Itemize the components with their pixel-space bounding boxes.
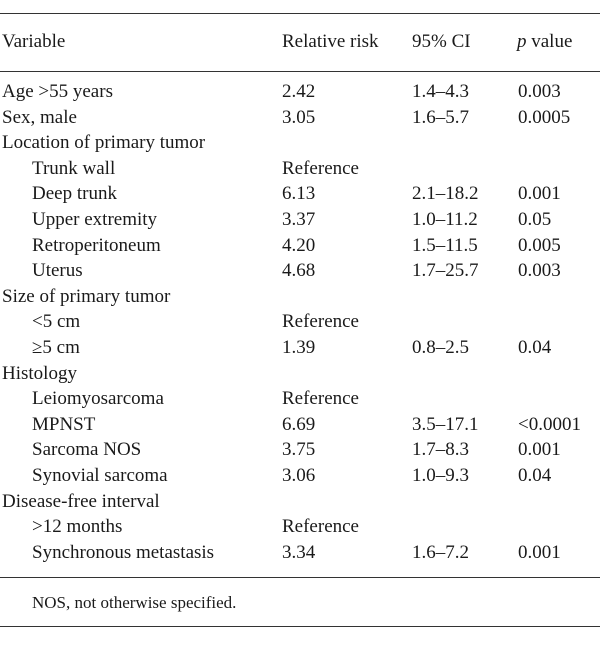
table-top-rule <box>0 13 600 14</box>
cell-ci: 1.6–7.2 <box>412 541 469 563</box>
cell-p-value: 0.003 <box>518 81 561 102</box>
cell-relative-risk: Reference <box>282 157 359 179</box>
cell-p-value: 0.001 <box>518 439 561 461</box>
table-row: >12 months Reference <box>0 514 600 540</box>
header-p-suffix: value <box>526 31 573 52</box>
table-row: Deep trunk 6.13 2.1–18.2 0.001 <box>0 181 600 207</box>
cell-relative-risk: 4.68 <box>282 260 316 282</box>
cell-variable: >12 months <box>32 516 123 538</box>
cell-ci: 1.6–5.7 <box>412 106 469 128</box>
table-row: Synovial sarcoma 3.06 1.0–9.3 0.04 <box>0 463 600 489</box>
header-relative-risk: Relative risk <box>282 31 379 52</box>
cell-variable: MPNST <box>32 413 96 435</box>
header-ci: 95% CI <box>412 31 471 52</box>
cell-p-value: 0.0005 <box>518 106 571 128</box>
header-p-italic: p <box>517 31 527 52</box>
table-header-rule <box>0 71 600 72</box>
cell-variable: Retroperitoneum <box>32 234 161 256</box>
cell-ci: 3.5–17.1 <box>412 413 479 435</box>
table-row: Histology <box>0 361 600 387</box>
cell-relative-risk: 2.42 <box>282 81 316 102</box>
cell-relative-risk: 3.75 <box>282 439 316 461</box>
table-row: Synchronous metastasis 3.34 1.6–7.2 0.001 <box>0 540 600 566</box>
cell-variable: Size of primary tumor <box>2 285 171 307</box>
cell-variable: Histology <box>2 362 77 384</box>
table-row: MPNST 6.69 3.5–17.1 <0.0001 <box>0 412 600 438</box>
cell-variable: Location of primary tumor <box>2 132 206 154</box>
table-header: Variable Relative risk 95% CI p value <box>0 29 600 55</box>
cell-variable: Upper extremity <box>32 208 158 230</box>
table-row: Size of primary tumor <box>0 284 600 310</box>
cell-relative-risk: 3.37 <box>282 208 316 230</box>
table-row: Trunk wall Reference <box>0 156 600 182</box>
table-row: ≥5 cm 1.39 0.8–2.5 0.04 <box>0 335 600 361</box>
cell-ci: 0.8–2.5 <box>412 336 469 358</box>
table-row: Age >55 years 2.42 1.4–4.3 0.003 <box>0 79 600 105</box>
cell-p-value: 0.05 <box>518 208 552 230</box>
cell-relative-risk: 3.06 <box>282 464 316 486</box>
table-row: Upper extremity 3.37 1.0–11.2 0.05 <box>0 207 600 233</box>
table-row: Leiomyosarcoma Reference <box>0 386 600 412</box>
cell-p-value: 0.04 <box>518 336 552 358</box>
cell-variable: Synovial sarcoma <box>32 464 168 486</box>
cell-variable: Leiomyosarcoma <box>32 388 164 410</box>
table-row: Location of primary tumor <box>0 130 600 156</box>
table-footnote: NOS, not otherwise specified. <box>32 593 237 612</box>
header-p-value: p value <box>517 29 572 55</box>
cell-ci: 1.5–11.5 <box>412 234 478 256</box>
cell-variable: <5 cm <box>32 311 81 333</box>
cell-relative-risk: Reference <box>282 311 359 333</box>
cell-variable: Uterus <box>32 260 83 282</box>
cell-p-value: 0.04 <box>518 464 552 486</box>
cell-variable: Disease-free interval <box>2 490 160 512</box>
table-row: Retroperitoneum 4.20 1.5–11.5 0.005 <box>0 233 600 259</box>
cell-ci: 2.1–18.2 <box>412 183 479 205</box>
cell-variable: Sex, male <box>2 106 77 128</box>
cell-ci: 1.0–11.2 <box>412 208 478 230</box>
table-row: Uterus 4.68 1.7–25.7 0.003 <box>0 258 600 284</box>
table-row: <5 cm Reference <box>0 309 600 335</box>
cell-variable: Trunk wall <box>32 157 116 179</box>
cell-ci: 1.7–25.7 <box>412 260 479 282</box>
cell-p-value: 0.005 <box>518 234 561 256</box>
cell-relative-risk: Reference <box>282 388 359 410</box>
cell-p-value: 0.003 <box>518 260 561 282</box>
cell-variable: ≥5 cm <box>32 336 80 358</box>
cell-variable: Deep trunk <box>32 183 117 205</box>
table-row: Disease-free interval <box>0 489 600 515</box>
cell-variable: Sarcoma NOS <box>32 439 142 461</box>
cell-p-value: <0.0001 <box>518 413 581 435</box>
cell-relative-risk: 4.20 <box>282 234 316 256</box>
cell-variable: Synchronous metastasis <box>32 541 215 563</box>
cell-relative-risk: 3.05 <box>282 106 316 128</box>
cell-ci: 1.4–4.3 <box>412 81 469 102</box>
footnote-bottom-rule <box>0 626 600 627</box>
cell-relative-risk: 6.13 <box>282 183 316 205</box>
header-variable: Variable <box>2 31 66 52</box>
cell-p-value: 0.001 <box>518 183 561 205</box>
cell-p-value: 0.001 <box>518 541 561 563</box>
table-body: Age >55 years 2.42 1.4–4.3 0.003 Sex, male 3.… <box>0 79 600 565</box>
cell-relative-risk: 3.34 <box>282 541 316 563</box>
table-row: Sarcoma NOS 3.75 1.7–8.3 0.001 <box>0 437 600 463</box>
cell-ci: 1.0–9.3 <box>412 464 469 486</box>
cell-relative-risk: 1.39 <box>282 336 316 358</box>
cell-variable: Age >55 years <box>2 81 113 102</box>
cell-relative-risk: 6.69 <box>282 413 316 435</box>
cell-relative-risk: Reference <box>282 516 359 538</box>
cell-ci: 1.7–8.3 <box>412 439 469 461</box>
table-bottom-rule <box>0 577 600 578</box>
table-row: Sex, male 3.05 1.6–5.7 0.0005 <box>0 105 600 131</box>
